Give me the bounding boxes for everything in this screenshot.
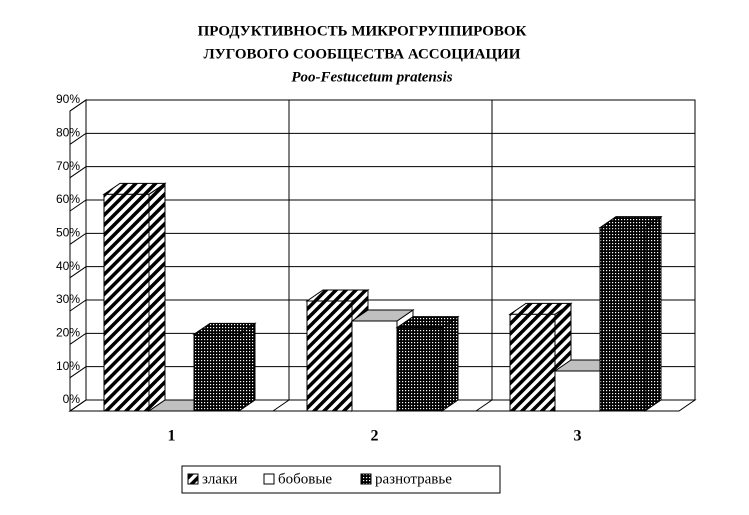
bar [103, 193, 150, 412]
x-tick-label: 2 [371, 428, 379, 445]
bar [509, 313, 556, 412]
y-tick-label: 0% [63, 392, 81, 406]
bar [554, 370, 601, 412]
chart-title: ЛУГОВОГО СООБЩЕСТВА АССОЦИАЦИИ [204, 46, 521, 62]
bar [599, 227, 646, 412]
y-tick-label: 70% [56, 159, 80, 173]
legend-label: бобовые [278, 471, 332, 487]
legend-swatch [360, 473, 372, 485]
legend-label: разнотравье [375, 471, 452, 487]
legend-swatch [187, 473, 199, 485]
bar [193, 333, 240, 412]
legend-label: злаки [202, 471, 237, 487]
y-tick-label: 80% [56, 126, 80, 140]
x-tick-label: 1 [168, 428, 176, 445]
category-divider [272, 100, 290, 412]
bar [351, 320, 398, 412]
bar-side [441, 315, 459, 412]
bar [306, 300, 353, 412]
chart-subtitle: Poo-Festucetum pratensis [291, 69, 452, 85]
y-tick-label: 50% [56, 226, 80, 240]
x-tick-label: 3 [574, 428, 582, 445]
chart-title: ПРОДУКТИВНОСТЬ МИКРОГРУППИРОВОК [198, 23, 527, 39]
legend-swatch [263, 473, 275, 485]
bar-side [148, 182, 166, 412]
y-tick-label: 10% [56, 359, 80, 373]
bar-side [238, 322, 256, 412]
y-tick-label: 30% [56, 292, 80, 306]
bar [396, 327, 443, 412]
y-tick-label: 60% [56, 192, 80, 206]
y-tick-label: 40% [56, 259, 80, 273]
y-tick-label: 20% [56, 326, 80, 340]
y-tick-label: 90% [56, 92, 80, 106]
bar-side [644, 215, 662, 412]
legend-box [181, 465, 501, 494]
category-divider [475, 100, 493, 412]
